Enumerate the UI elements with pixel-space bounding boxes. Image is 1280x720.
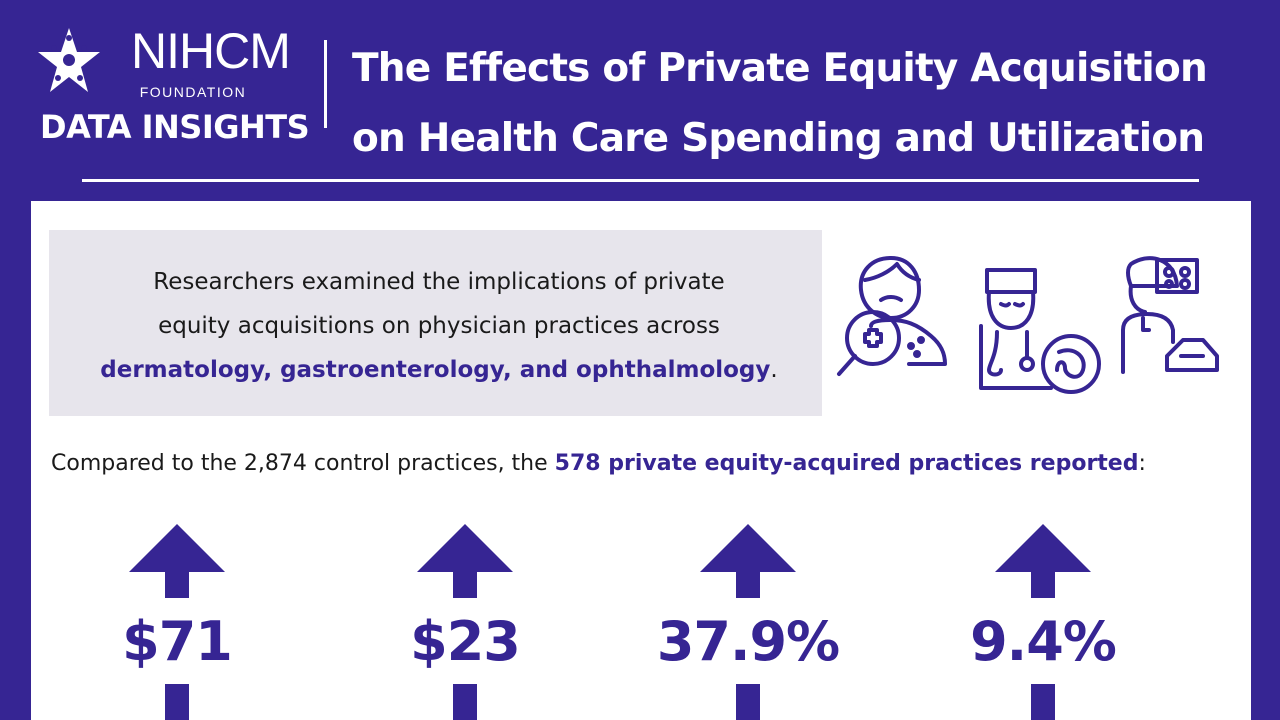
intro-line-2: equity acquisitions on physician practic… (158, 313, 720, 339)
doctor-stomach-icon (979, 268, 1101, 394)
arrow-up-icon (995, 524, 1091, 720)
brand-tagline: DATA INSIGHTS (40, 108, 310, 146)
title-line-2: on Health Care Spending and Utilization (352, 116, 1205, 161)
header-divider (324, 40, 327, 128)
intro-text: Researchers examined the implications of… (89, 260, 789, 392)
brand-subtitle: FOUNDATION (139, 84, 247, 100)
header: NIHCM FOUNDATION DATA INSIGHTS The Effec… (0, 0, 1280, 200)
title-line-1: The Effects of Private Equity Acquisitio… (352, 46, 1208, 91)
eye-exam-icon (1121, 256, 1219, 374)
stat-card: $23 (345, 524, 585, 720)
arrow-up-icon (417, 524, 513, 720)
intro-box: Researchers examined the implications of… (49, 230, 822, 416)
comparison-statement: Compared to the 2,874 control practices,… (51, 451, 1251, 476)
stat-card: $71 (57, 524, 297, 720)
stat-card: 37.9% (628, 524, 868, 720)
stat-value: $71 (122, 610, 233, 673)
stat-card: 9.4% (923, 524, 1163, 720)
compare-prefix: Compared to the 2,874 control practices,… (51, 451, 555, 476)
brand-name: NIHCM (131, 23, 291, 79)
compare-highlight: 578 private equity-acquired practices re… (554, 451, 1139, 476)
specialties-highlight: dermatology, gastroenterology, and ophth… (100, 357, 771, 383)
stat-value: $23 (410, 610, 521, 673)
star-logo-icon (38, 28, 100, 92)
dermatology-magnifier-icon (837, 256, 947, 376)
stat-value: 37.9% (656, 610, 840, 673)
stat-value: 9.4% (970, 610, 1117, 673)
compare-suffix: : (1138, 451, 1146, 476)
specialty-icons (837, 256, 1219, 394)
page-title: The Effects of Private Equity Acquisitio… (352, 34, 1252, 174)
intro-line-3: dermatology, gastroenterology, and ophth… (89, 348, 789, 392)
arrow-up-icon (700, 524, 796, 720)
intro-end: . (770, 357, 778, 383)
arrow-up-icon (129, 524, 225, 720)
intro-line-1: Researchers examined the implications of… (153, 269, 725, 295)
content-panel: Researchers examined the implications of… (31, 201, 1251, 720)
header-rule (82, 179, 1199, 182)
